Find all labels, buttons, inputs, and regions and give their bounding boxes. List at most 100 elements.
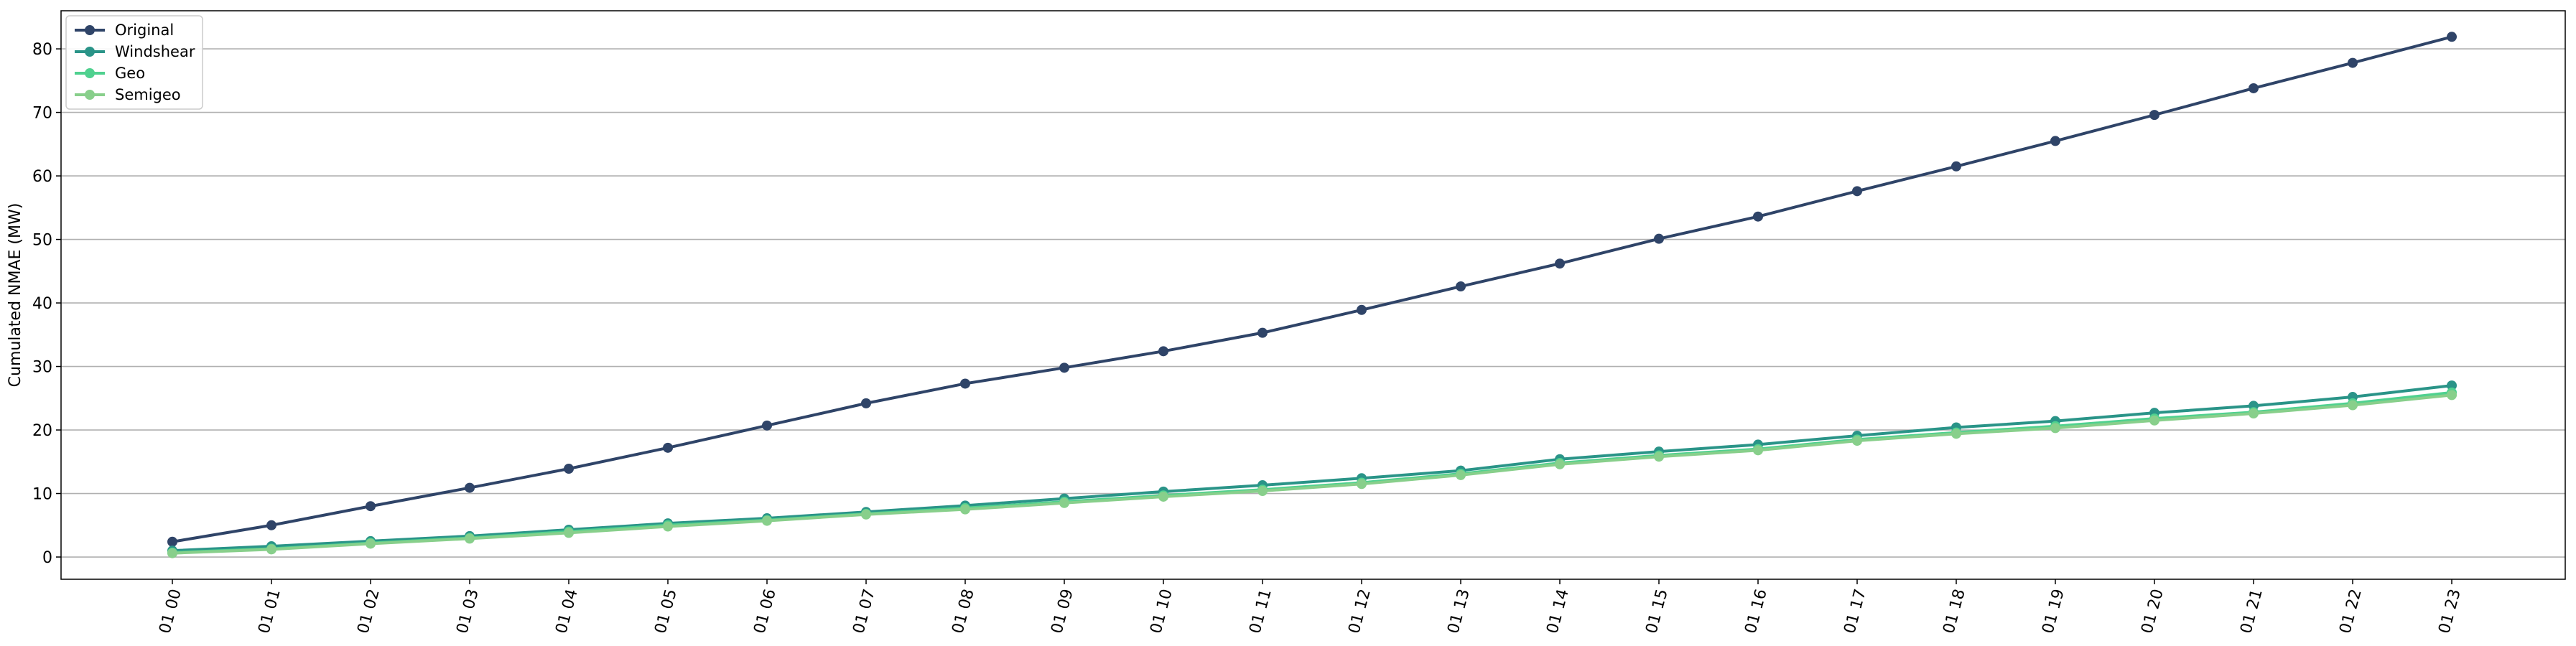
- data-point-semigeo: [1158, 491, 1168, 502]
- y-tick-label: 0: [42, 549, 52, 567]
- legend-item-original: Original: [75, 22, 174, 39]
- data-point-semigeo: [1951, 429, 1961, 439]
- data-point-original: [1951, 161, 1961, 172]
- x-tick-label: 01 11: [1246, 587, 1275, 635]
- data-point-semigeo: [167, 548, 177, 558]
- series-line-windshear: [172, 384, 2452, 553]
- data-point-original: [1555, 258, 1565, 269]
- data-point-semigeo: [1852, 436, 1862, 446]
- data-point-windshear: [2447, 380, 2457, 391]
- x-tick-label: 01 06: [750, 587, 779, 635]
- data-point-original: [564, 464, 574, 474]
- x-tick-label: 01 09: [1048, 587, 1077, 635]
- series-windshear: [167, 380, 2457, 556]
- legend-item-windshear: Windshear: [75, 43, 195, 60]
- x-tick-label: 01 23: [2435, 587, 2464, 635]
- data-point-original: [960, 378, 970, 389]
- data-point-original: [663, 442, 673, 453]
- x-tick-label: 01 03: [453, 587, 482, 635]
- data-point-original: [465, 482, 475, 493]
- legend-item-semigeo: Semigeo: [75, 86, 181, 103]
- data-point-original: [1654, 233, 1664, 244]
- data-point-original: [2447, 32, 2457, 42]
- data-point-original: [1456, 281, 1466, 292]
- x-tick-label: 01 00: [156, 587, 185, 635]
- data-point-semigeo: [1456, 469, 1466, 480]
- legend-swatch-marker: [85, 25, 95, 35]
- data-point-semigeo: [2050, 423, 2060, 434]
- x-tick-label: 01 19: [2039, 587, 2068, 635]
- x-tick-label: 01 13: [1444, 587, 1473, 635]
- data-point-original: [2149, 110, 2159, 121]
- y-axis-label: Cumulated NMAE (MW): [6, 203, 24, 388]
- x-tick-label: 01 01: [255, 587, 284, 635]
- data-point-semigeo: [1357, 479, 1367, 490]
- data-point-original: [167, 536, 177, 547]
- data-point-original: [1257, 327, 1268, 338]
- x-tick-label: 01 14: [1543, 587, 1572, 635]
- legend-label: Original: [115, 22, 174, 39]
- legend-box: [65, 15, 203, 110]
- data-point-original: [1357, 304, 1367, 315]
- y-tick-label: 80: [32, 41, 52, 59]
- y-tick-label: 50: [32, 232, 52, 250]
- data-point-original: [1059, 362, 1069, 373]
- grid-lines: [61, 48, 2565, 558]
- data-point-semigeo: [663, 521, 673, 532]
- y-tick-label: 30: [32, 359, 52, 377]
- x-tick-label: 01 12: [1345, 587, 1374, 635]
- data-point-original: [1158, 346, 1168, 357]
- data-point-original: [2050, 136, 2060, 146]
- x-tick-label: 01 04: [552, 587, 581, 635]
- data-point-original: [366, 501, 376, 512]
- x-tick-label: 01 21: [2237, 587, 2266, 635]
- y-tick-label: 40: [32, 295, 52, 313]
- data-point-semigeo: [1555, 459, 1565, 469]
- legend: Original Windshear Geo Semigeo: [65, 15, 203, 110]
- data-point-semigeo: [564, 528, 574, 538]
- x-tick-label: 01 20: [2138, 587, 2167, 635]
- x-tick-label: 01 05: [651, 587, 680, 635]
- legend-item-geo: Geo: [75, 65, 145, 82]
- data-point-original: [2348, 57, 2358, 68]
- data-point-original: [2249, 83, 2259, 93]
- legend-swatch-marker: [85, 90, 95, 100]
- data-point-semigeo: [2447, 390, 2457, 401]
- legend-swatch-marker: [85, 47, 95, 57]
- data-point-original: [861, 398, 871, 408]
- legend-label: Semigeo: [115, 86, 181, 103]
- data-point-original: [1753, 211, 1763, 222]
- y-tick-label: 10: [32, 486, 52, 504]
- data-point-semigeo: [2249, 408, 2259, 419]
- data-point-original: [762, 420, 772, 431]
- data-point-semigeo: [1654, 451, 1664, 462]
- series-layer: [167, 32, 2457, 558]
- x-tick-label: 01 16: [1742, 587, 1770, 635]
- y-tick-label: 60: [32, 168, 52, 186]
- x-tick-label: 01 10: [1147, 587, 1176, 635]
- x-tick-label: 01 07: [850, 587, 878, 635]
- data-point-semigeo: [960, 504, 970, 515]
- data-point-semigeo: [2149, 415, 2159, 426]
- data-point-semigeo: [266, 544, 276, 555]
- legend-label: Windshear: [115, 43, 195, 60]
- data-point-semigeo: [762, 515, 772, 526]
- data-point-semigeo: [1059, 497, 1069, 508]
- x-tick-label: 01 22: [2336, 587, 2365, 635]
- series-semigeo: [167, 390, 2457, 558]
- series-original: [167, 32, 2457, 547]
- series-line-semigeo: [172, 393, 2452, 555]
- y-tick-label: 20: [32, 422, 52, 440]
- x-tick-label: 01 08: [949, 587, 977, 635]
- data-point-original: [1852, 186, 1862, 197]
- data-point-original: [266, 520, 276, 530]
- x-tick-label: 01 02: [354, 587, 383, 635]
- data-point-semigeo: [465, 533, 475, 544]
- plot-frame: [60, 10, 2566, 580]
- x-axis: 01 00 01 01 01 02 01 03 01 04 01 05 01 06 01 07…: [156, 579, 2465, 635]
- data-point-semigeo: [861, 509, 871, 520]
- legend-label: Geo: [115, 65, 145, 82]
- x-tick-label: 01 18: [1940, 587, 1968, 635]
- x-tick-label: 01 15: [1642, 587, 1671, 635]
